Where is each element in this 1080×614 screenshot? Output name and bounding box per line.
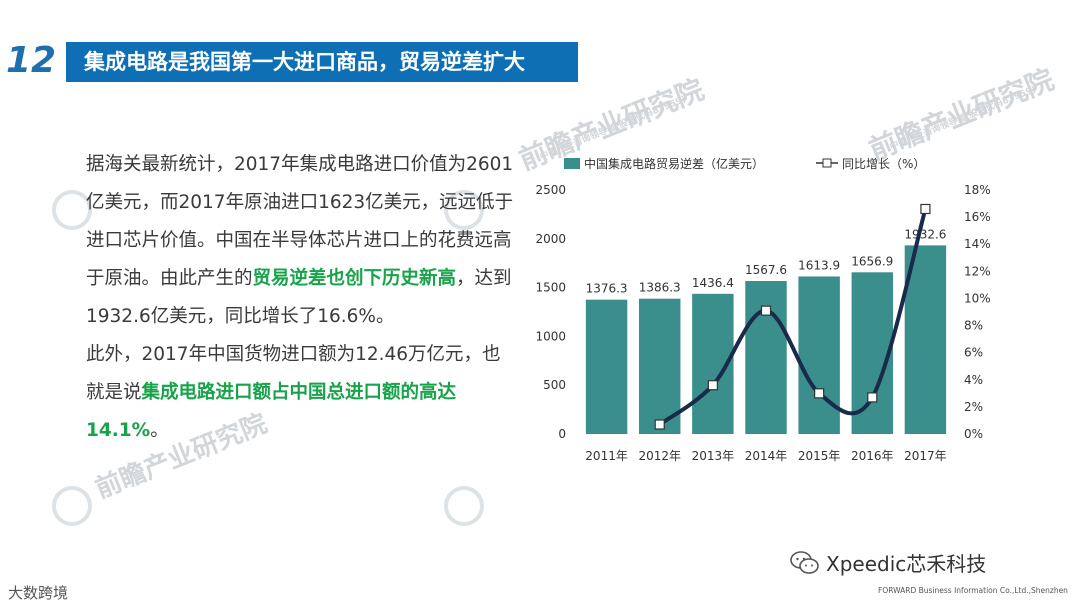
- y-left-tick-label: 1500: [535, 281, 566, 295]
- x-tick-label: 2017年: [904, 449, 947, 463]
- watermark-logo-icon: [52, 190, 92, 230]
- paragraph-2-highlight: 集成电路进口额占中国总进口额的高达14.1%: [86, 382, 457, 441]
- y-right-tick-label: 2%: [964, 400, 983, 414]
- x-tick-label: 2013年: [692, 449, 735, 463]
- y-right-tick-label: 10%: [964, 291, 991, 305]
- paragraph-2: 此外，2017年中国货物进口额为12.46万亿元，也就是说集成电路进口额占中国总…: [86, 336, 516, 450]
- bar-data-label: 1613.9: [798, 258, 840, 272]
- bar-data-label: 1376.3: [586, 282, 628, 296]
- y-right-tick-label: 12%: [964, 264, 991, 278]
- title-banner: [66, 42, 578, 82]
- paragraph-2-text: 此外，2017年中国货物进口额为12.46万亿元，也就是说: [86, 344, 501, 403]
- growth-marker: [654, 419, 665, 430]
- y-left-tick-label: 1000: [535, 329, 566, 343]
- trade-deficit-chart: 中国集成电路贸易逆差（亿美元） 同比增长（%） 0 500 1000 1500 2000 25…: [535, 156, 991, 463]
- bar: [851, 272, 894, 434]
- x-tick-label: 2016年: [851, 449, 894, 463]
- y-right-tick-label: 18%: [964, 183, 991, 197]
- y-left-tick-label: 500: [543, 378, 566, 392]
- x-tick-label: 2012年: [638, 449, 681, 463]
- paragraph-1-text: 据海关最新统计，2017年集成电路进口价值为2601亿美元，而2017年原油进口…: [86, 154, 514, 289]
- y-right-tick-label: 6%: [964, 346, 983, 360]
- legend-swatch-bar: [564, 158, 580, 169]
- y-right-tick-label: 8%: [964, 319, 983, 333]
- bar: [904, 245, 947, 434]
- growth-marker: [760, 305, 772, 316]
- x-tick-label: 2014年: [745, 449, 788, 463]
- x-tick-label: 2011年: [585, 449, 628, 463]
- wechat-icon: [790, 550, 819, 574]
- bar: [638, 298, 681, 434]
- y-right-tick-label: 14%: [964, 237, 991, 251]
- legend-swatch-marker: [822, 158, 832, 168]
- paragraph-1-text-end: ，达到1932.6亿美元，同比增长了16.6%。: [86, 268, 512, 327]
- paragraph-2-text-end: 。: [150, 420, 169, 441]
- growth-marker: [867, 392, 878, 403]
- bar: [585, 299, 628, 434]
- growth-marker: [814, 388, 825, 399]
- watermark-logo-icon: [444, 486, 484, 526]
- slide-title: 集成电路是我国第一大进口商品，贸易逆差扩大: [84, 50, 525, 74]
- y-left-tick-label: 0: [558, 427, 566, 441]
- legend-label-line: 同比增长（%）: [842, 157, 925, 171]
- bar: [798, 276, 840, 434]
- bar-data-label: 1436.4: [692, 276, 734, 290]
- corner-watermark: 大数跨境: [8, 584, 69, 602]
- growth-marker: [920, 203, 931, 215]
- x-tick-label: 2015年: [798, 449, 841, 463]
- y-left-tick-label: 2000: [535, 232, 566, 246]
- wechat-account-name: Xpeedic芯禾科技: [826, 552, 987, 576]
- y-right-tick-label: 16%: [964, 210, 991, 224]
- bar-data-label: 1656.9: [851, 254, 893, 268]
- slide-header: 12 集成电路是我国第一大进口商品，贸易逆差扩大: [0, 36, 580, 88]
- wechat-account: Xpeedic芯禾科技: [790, 548, 986, 577]
- y-right-tick-label: 0%: [964, 427, 983, 441]
- bar-data-label: 1386.3: [639, 281, 681, 295]
- watermark-logo-icon: [52, 486, 92, 526]
- legend-label-bar: 中国集成电路贸易逆差（亿美元）: [584, 156, 764, 171]
- paragraph-1: 据海关最新统计，2017年集成电路进口价值为2601亿美元，而2017年原油进口…: [86, 146, 516, 336]
- paragraph-1-highlight: 贸易逆差也创下历史新高: [252, 268, 457, 289]
- slide-number: 12: [6, 40, 57, 81]
- bar-data-label: 1567.6: [745, 263, 787, 277]
- bar-data-label: 1932.6: [904, 227, 946, 241]
- body-text: 据海关最新统计，2017年集成电路进口价值为2601亿美元，而2017年原油进口…: [86, 146, 516, 450]
- watermark-logo-icon: [444, 190, 484, 230]
- y-left-tick-label: 2500: [535, 183, 566, 197]
- bar: [745, 281, 787, 434]
- y-right-tick-label: 4%: [964, 373, 983, 387]
- footer-company: FORWARD Business Information Co.,Ltd.,Sh…: [878, 586, 1068, 595]
- growth-marker: [707, 380, 718, 391]
